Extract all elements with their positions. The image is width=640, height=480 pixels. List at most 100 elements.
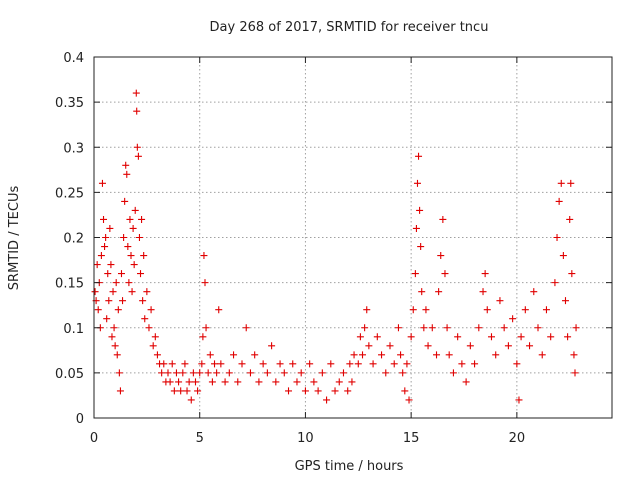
data-point (363, 306, 371, 314)
data-point (276, 360, 284, 368)
data-point (422, 306, 430, 314)
data-point (293, 378, 301, 386)
x-tick-label: 0 (90, 431, 98, 446)
data-point (221, 378, 229, 386)
data-point (466, 342, 474, 350)
data-point (132, 89, 140, 97)
data-point (314, 387, 322, 395)
data-point (557, 179, 565, 187)
data-point (411, 270, 419, 278)
data-point (526, 342, 534, 350)
data-point (479, 288, 487, 296)
x-tick-label: 5 (196, 431, 204, 446)
data-point (475, 324, 483, 332)
data-point (412, 224, 420, 232)
data-point (407, 333, 415, 341)
data-point (125, 279, 133, 287)
data-point (553, 234, 561, 241)
data-point (211, 360, 219, 368)
data-point (397, 351, 405, 359)
data-point (285, 387, 293, 395)
data-point (185, 378, 193, 386)
data-point (213, 369, 221, 377)
y-tick-label: 0.3 (63, 141, 84, 156)
data-point (369, 360, 377, 368)
data-point (350, 351, 358, 359)
data-point (272, 378, 280, 386)
data-point (137, 270, 145, 278)
data-point (378, 351, 386, 359)
data-point (373, 333, 381, 341)
data-point (547, 333, 555, 341)
data-point (570, 351, 578, 359)
data-point (135, 234, 143, 241)
y-tick-label: 0.35 (55, 96, 84, 111)
data-point (318, 369, 326, 377)
data-point (559, 252, 567, 260)
data-point (433, 351, 441, 359)
data-point (116, 387, 124, 395)
data-point (93, 261, 101, 269)
data-point (555, 197, 563, 205)
data-point (331, 387, 339, 395)
data-point (301, 387, 309, 395)
data-point (359, 351, 367, 359)
data-point (187, 396, 195, 404)
data-point (401, 387, 409, 395)
data-point (201, 279, 209, 287)
data-point (566, 215, 574, 223)
data-point (127, 252, 135, 260)
data-point (538, 351, 546, 359)
y-tick-label: 0.25 (55, 186, 84, 201)
data-point (158, 369, 166, 377)
data-point (572, 324, 580, 332)
data-point (323, 396, 331, 404)
data-point (561, 297, 569, 305)
y-tick-label: 0.05 (55, 367, 84, 382)
data-point (97, 252, 105, 260)
data-point (130, 261, 138, 269)
data-point (571, 369, 579, 377)
data-point (119, 297, 127, 305)
data-point (356, 333, 364, 341)
data-point (280, 369, 288, 377)
y-tick-label: 0.1 (63, 322, 84, 337)
data-point (424, 342, 432, 350)
data-point (481, 270, 489, 278)
data-point (409, 306, 417, 314)
x-tick-label: 10 (297, 431, 314, 446)
data-point (306, 360, 314, 368)
data-point (405, 396, 413, 404)
data-point (123, 170, 131, 178)
data-point (504, 342, 512, 350)
data-point (335, 378, 343, 386)
y-axis-label: SRMTID / TECUs (7, 186, 22, 291)
data-point (131, 206, 139, 214)
data-point (111, 342, 119, 350)
data-point (496, 297, 504, 305)
data-point (138, 215, 146, 223)
y-tick-label: 0.2 (63, 232, 84, 247)
data-point (435, 288, 443, 296)
data-point (139, 297, 147, 305)
data-point (189, 369, 197, 377)
data-point (530, 288, 538, 296)
data-point (462, 378, 470, 386)
data-point (413, 179, 421, 187)
data-point (339, 369, 347, 377)
data-point (568, 270, 576, 278)
axis-ticks: 0 0.05 0.1 0.15 0.2 0.25 0.3 0.35 0.4 0 5 10 15 20 (55, 51, 612, 446)
data-point (115, 369, 123, 377)
data-point (204, 369, 212, 377)
data-point (98, 179, 106, 187)
data-point (181, 360, 189, 368)
data-point (394, 324, 402, 332)
data-point (382, 369, 390, 377)
data-point (134, 152, 142, 160)
data-point (225, 369, 233, 377)
data-point (403, 360, 411, 368)
data-point (354, 360, 362, 368)
data-point (238, 360, 246, 368)
data-point (487, 333, 495, 341)
data-point (143, 288, 151, 296)
